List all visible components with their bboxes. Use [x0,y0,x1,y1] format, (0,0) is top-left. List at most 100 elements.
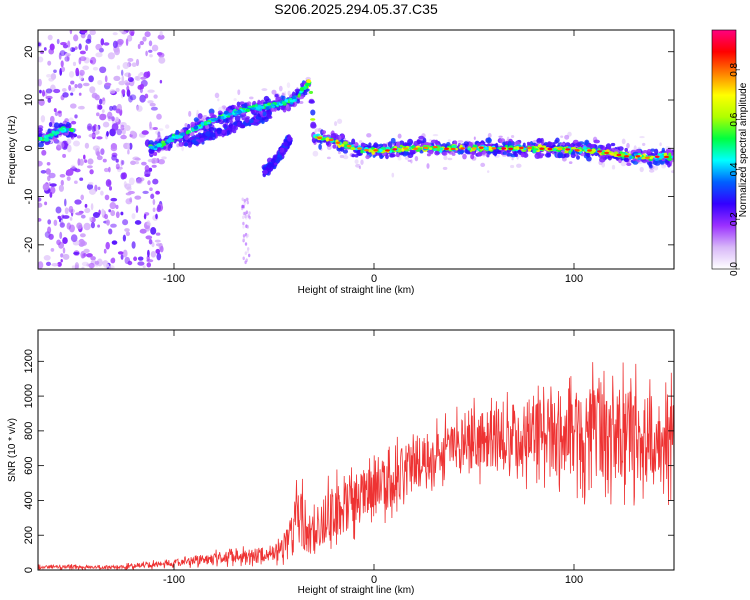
spectral-blob [71,120,77,125]
spectral-blob [75,67,80,76]
spectral-blob [110,197,118,202]
spectral-blob [38,218,42,222]
spectral-blob [60,258,63,263]
spectral-blob [122,234,127,242]
spectral-blob [152,126,158,131]
spectral-blob [266,102,272,106]
y-tick-label: 1200 [23,349,35,373]
spectral-blob [624,147,628,152]
spectral-blob [79,177,84,181]
spectral-blob [106,131,109,137]
spectral-blob [147,89,155,93]
spectral-blob [78,57,82,65]
spectrogram-x-label: Height of straight line (km) [298,285,415,296]
spectral-blob [244,260,247,265]
spectral-blob [77,83,83,89]
spectral-blob [111,123,119,131]
spectral-blob [413,140,418,147]
spectral-blob [462,153,467,160]
spectrogram-y-label: Frequency (Hz) [7,116,18,185]
spectral-blob [137,256,144,261]
spectral-blob [135,205,139,213]
spectral-blob [397,147,402,152]
spectral-blob [55,206,62,214]
spectral-blob [297,94,301,98]
spectral-blob [33,132,36,136]
spectral-blob [156,113,162,120]
spectral-blob [111,154,117,161]
spectral-blob [149,102,156,107]
spectral-blob [64,56,70,62]
spectral-blob [407,159,412,162]
x-tick-label: -100 [163,273,185,285]
spectral-blob [60,179,64,186]
spectral-blob [92,145,100,151]
spectral-blob [246,249,249,254]
spectral-blob [391,172,395,178]
spectral-blob [199,137,205,143]
spectral-blob [57,110,62,114]
spectral-blob [137,261,145,266]
spectral-blob [287,136,292,142]
spectral-blob [111,257,116,263]
spectral-blob [249,118,254,124]
spectral-blob [142,190,149,195]
spectral-blob [434,150,440,156]
spectral-blob [102,121,110,128]
spectral-blob [74,262,80,269]
y-tick-label: -10 [23,189,35,205]
spectral-blob [245,197,248,202]
spectral-blob [121,75,125,83]
spectral-blob [56,239,61,246]
spectral-blob [122,249,128,258]
spectral-blob [86,253,93,258]
spectral-blob [507,140,512,147]
spectral-blob [108,186,113,191]
spectral-blob [134,157,141,161]
spectral-blob [150,106,158,111]
spectral-blob [248,215,251,220]
spectral-blob [159,31,163,36]
y-tick-label: 200 [23,526,35,544]
spectral-blob [157,204,162,211]
spectral-blob [125,198,133,205]
spectral-blob [416,147,422,150]
spectral-blob [145,235,153,240]
spectral-blob [87,158,94,165]
spectral-blob [279,147,285,153]
spectral-blob [340,133,345,139]
spectral-blob [120,69,124,76]
spectral-blob [450,147,456,151]
spectral-blob [91,125,96,133]
spectral-blob [670,170,674,174]
spectral-blob [113,75,121,82]
spectral-blob [354,159,359,165]
spectral-blob [77,158,81,166]
spectral-blob [360,159,364,165]
spectral-blob [115,211,120,219]
x-tick-label: 100 [565,574,583,586]
spectral-blob [38,127,43,132]
spectral-blob [389,150,392,154]
spectral-blob [280,152,285,156]
spectral-blob [516,163,522,168]
spectral-blob [33,135,38,138]
spectral-blob [60,66,66,73]
spectral-blob [143,213,147,220]
spectral-blob [208,126,215,132]
spectral-blob [502,151,507,155]
spectral-blob [430,139,438,144]
spectral-blob [426,153,431,157]
spectral-blob [58,184,64,192]
spectral-blob [299,90,303,94]
spectral-blob [189,131,195,137]
spectral-blob [532,149,537,154]
spectral-blob [49,191,53,198]
spectral-blob [68,122,72,129]
spectral-blob [364,149,369,152]
spectral-blob [142,36,147,42]
spectral-blob [101,208,105,216]
spectral-blob [44,201,48,206]
spectral-blob [136,105,143,112]
spectral-blob [108,265,115,269]
